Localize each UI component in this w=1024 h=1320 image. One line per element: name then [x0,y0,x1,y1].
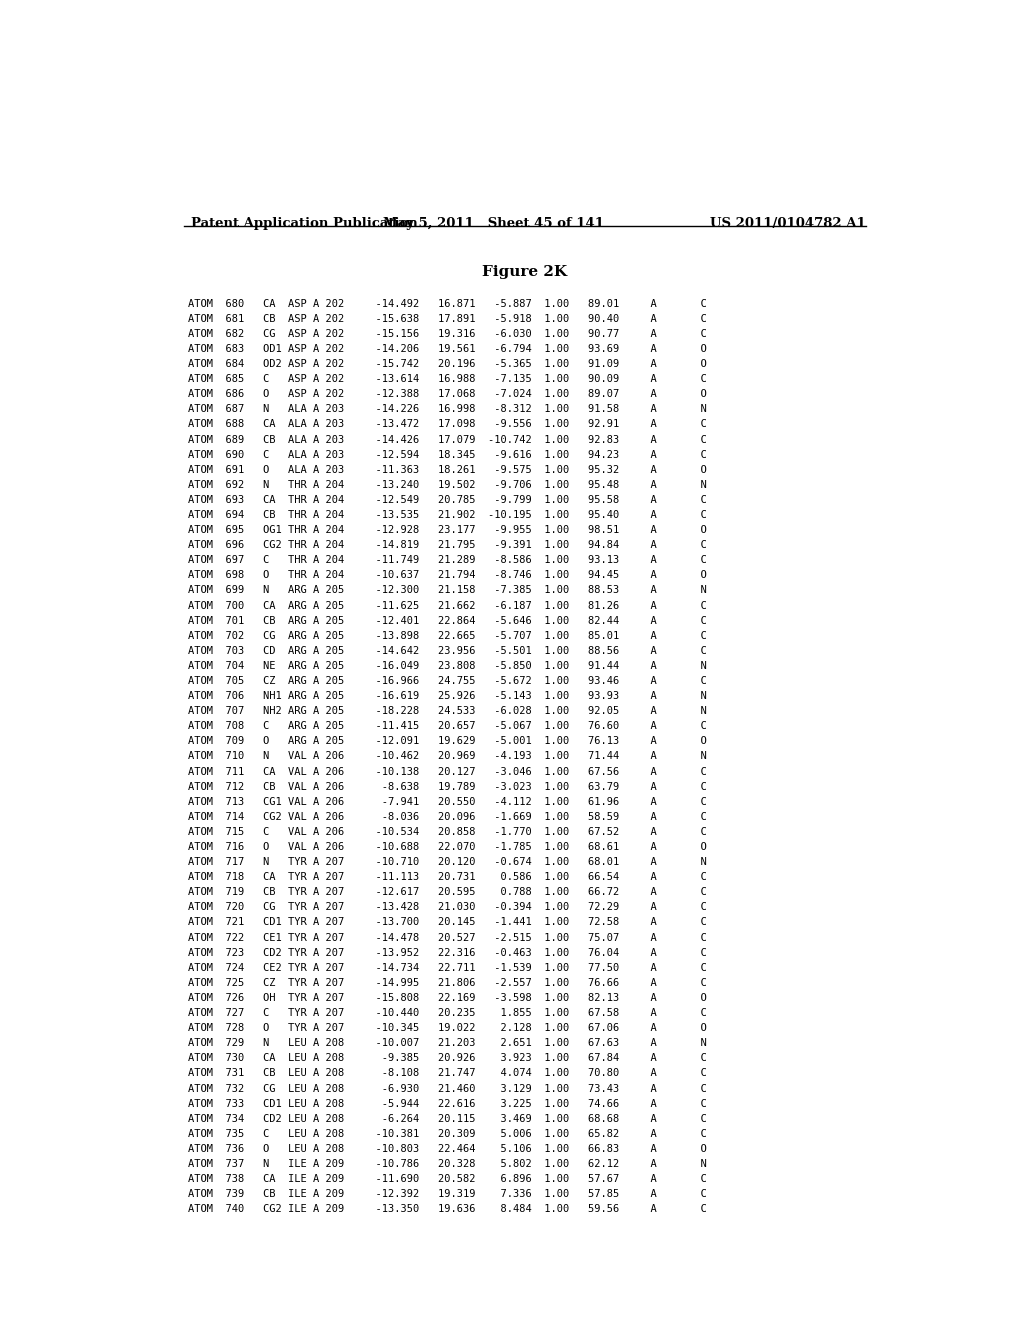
Text: ATOM  681   CB  ASP A 202     -15.638   17.891   -5.918  1.00   90.40     A     : ATOM 681 CB ASP A 202 -15.638 17.891 -5.… [187,314,707,323]
Text: ATOM  718   CA  TYR A 207     -11.113   20.731    0.586  1.00   66.54     A     : ATOM 718 CA TYR A 207 -11.113 20.731 0.5… [187,873,707,882]
Text: ATOM  720   CG  TYR A 207     -13.428   21.030   -0.394  1.00   72.29     A     : ATOM 720 CG TYR A 207 -13.428 21.030 -0.… [187,903,707,912]
Text: ATOM  703   CD  ARG A 205     -14.642   23.956   -5.501  1.00   88.56     A     : ATOM 703 CD ARG A 205 -14.642 23.956 -5.… [187,645,707,656]
Text: ATOM  717   N   TYR A 207     -10.710   20.120   -0.674  1.00   68.01     A     : ATOM 717 N TYR A 207 -10.710 20.120 -0.6… [187,857,707,867]
Text: ATOM  707   NH2 ARG A 205     -18.228   24.533   -6.028  1.00   92.05     A     : ATOM 707 NH2 ARG A 205 -18.228 24.533 -6… [187,706,707,717]
Text: ATOM  734   CD2 LEU A 208      -6.264   20.115    3.469  1.00   68.68     A     : ATOM 734 CD2 LEU A 208 -6.264 20.115 3.4… [187,1114,707,1123]
Text: ATOM  696   CG2 THR A 204     -14.819   21.795   -9.391  1.00   94.84     A     : ATOM 696 CG2 THR A 204 -14.819 21.795 -9… [187,540,707,550]
Text: ATOM  694   CB  THR A 204     -13.535   21.902  -10.195  1.00   95.40     A     : ATOM 694 CB THR A 204 -13.535 21.902 -10… [187,510,707,520]
Text: ATOM  702   CG  ARG A 205     -13.898   22.665   -5.707  1.00   85.01     A     : ATOM 702 CG ARG A 205 -13.898 22.665 -5.… [187,631,707,640]
Text: ATOM  710   N   VAL A 206     -10.462   20.969   -4.193  1.00   71.44     A     : ATOM 710 N VAL A 206 -10.462 20.969 -4.1… [187,751,707,762]
Text: ATOM  714   CG2 VAL A 206      -8.036   20.096   -1.669  1.00   58.59     A     : ATOM 714 CG2 VAL A 206 -8.036 20.096 -1.… [187,812,707,822]
Text: ATOM  727   C   TYR A 207     -10.440   20.235    1.855  1.00   67.58     A     : ATOM 727 C TYR A 207 -10.440 20.235 1.85… [187,1008,707,1018]
Text: ATOM  708   C   ARG A 205     -11.415   20.657   -5.067  1.00   76.60     A     : ATOM 708 C ARG A 205 -11.415 20.657 -5.0… [187,721,707,731]
Text: ATOM  719   CB  TYR A 207     -12.617   20.595    0.788  1.00   66.72     A     : ATOM 719 CB TYR A 207 -12.617 20.595 0.7… [187,887,707,898]
Text: ATOM  732   CG  LEU A 208      -6.930   21.460    3.129  1.00   73.43     A     : ATOM 732 CG LEU A 208 -6.930 21.460 3.12… [187,1084,707,1093]
Text: ATOM  729   N   LEU A 208     -10.007   21.203    2.651  1.00   67.63     A     : ATOM 729 N LEU A 208 -10.007 21.203 2.65… [187,1039,707,1048]
Text: ATOM  699   N   ARG A 205     -12.300   21.158   -7.385  1.00   88.53     A     : ATOM 699 N ARG A 205 -12.300 21.158 -7.3… [187,586,707,595]
Text: ATOM  705   CZ  ARG A 205     -16.966   24.755   -5.672  1.00   93.46     A     : ATOM 705 CZ ARG A 205 -16.966 24.755 -5.… [187,676,707,686]
Text: ATOM  700   CA  ARG A 205     -11.625   21.662   -6.187  1.00   81.26     A     : ATOM 700 CA ARG A 205 -11.625 21.662 -6.… [187,601,707,611]
Text: ATOM  695   OG1 THR A 204     -12.928   23.177   -9.955  1.00   98.51     A     : ATOM 695 OG1 THR A 204 -12.928 23.177 -9… [187,525,707,535]
Text: ATOM  706   NH1 ARG A 205     -16.619   25.926   -5.143  1.00   93.93     A     : ATOM 706 NH1 ARG A 205 -16.619 25.926 -5… [187,692,707,701]
Text: ATOM  688   CA  ALA A 203     -13.472   17.098   -9.556  1.00   92.91     A     : ATOM 688 CA ALA A 203 -13.472 17.098 -9.… [187,420,707,429]
Text: ATOM  731   CB  LEU A 208      -8.108   21.747    4.074  1.00   70.80     A     : ATOM 731 CB LEU A 208 -8.108 21.747 4.07… [187,1068,707,1078]
Text: ATOM  733   CD1 LEU A 208      -5.944   22.616    3.225  1.00   74.66     A     : ATOM 733 CD1 LEU A 208 -5.944 22.616 3.2… [187,1098,707,1109]
Text: ATOM  691   O   ALA A 203     -11.363   18.261   -9.575  1.00   95.32     A     : ATOM 691 O ALA A 203 -11.363 18.261 -9.5… [187,465,707,475]
Text: ATOM  739   CB  ILE A 209     -12.392   19.319    7.336  1.00   57.85     A     : ATOM 739 CB ILE A 209 -12.392 19.319 7.3… [187,1189,707,1199]
Text: ATOM  738   CA  ILE A 209     -11.690   20.582    6.896  1.00   57.67     A     : ATOM 738 CA ILE A 209 -11.690 20.582 6.8… [187,1173,707,1184]
Text: ATOM  689   CB  ALA A 203     -14.426   17.079  -10.742  1.00   92.83     A     : ATOM 689 CB ALA A 203 -14.426 17.079 -10… [187,434,707,445]
Text: ATOM  728   O   TYR A 207     -10.345   19.022    2.128  1.00   67.06     A     : ATOM 728 O TYR A 207 -10.345 19.022 2.12… [187,1023,707,1034]
Text: ATOM  683   OD1 ASP A 202     -14.206   19.561   -6.794  1.00   93.69     A     : ATOM 683 OD1 ASP A 202 -14.206 19.561 -6… [187,345,707,354]
Text: ATOM  701   CB  ARG A 205     -12.401   22.864   -5.646  1.00   82.44     A     : ATOM 701 CB ARG A 205 -12.401 22.864 -5.… [187,615,707,626]
Text: ATOM  735   C   LEU A 208     -10.381   20.309    5.006  1.00   65.82     A     : ATOM 735 C LEU A 208 -10.381 20.309 5.00… [187,1129,707,1139]
Text: ATOM  692   N   THR A 204     -13.240   19.502   -9.706  1.00   95.48     A     : ATOM 692 N THR A 204 -13.240 19.502 -9.7… [187,479,707,490]
Text: ATOM  715   C   VAL A 206     -10.534   20.858   -1.770  1.00   67.52     A     : ATOM 715 C VAL A 206 -10.534 20.858 -1.7… [187,826,707,837]
Text: US 2011/0104782 A1: US 2011/0104782 A1 [711,218,866,231]
Text: ATOM  697   C   THR A 204     -11.749   21.289   -8.586  1.00   93.13     A     : ATOM 697 C THR A 204 -11.749 21.289 -8.5… [187,556,707,565]
Text: ATOM  686   O   ASP A 202     -12.388   17.068   -7.024  1.00   89.07     A     : ATOM 686 O ASP A 202 -12.388 17.068 -7.0… [187,389,707,399]
Text: ATOM  726   OH  TYR A 207     -15.808   22.169   -3.598  1.00   82.13     A     : ATOM 726 OH TYR A 207 -15.808 22.169 -3.… [187,993,707,1003]
Text: ATOM  693   CA  THR A 204     -12.549   20.785   -9.799  1.00   95.58     A     : ATOM 693 CA THR A 204 -12.549 20.785 -9.… [187,495,707,504]
Text: ATOM  737   N   ILE A 209     -10.786   20.328    5.802  1.00   62.12     A     : ATOM 737 N ILE A 209 -10.786 20.328 5.80… [187,1159,707,1170]
Text: Figure 2K: Figure 2K [482,265,567,279]
Text: ATOM  684   OD2 ASP A 202     -15.742   20.196   -5.365  1.00   91.09     A     : ATOM 684 OD2 ASP A 202 -15.742 20.196 -5… [187,359,707,370]
Text: ATOM  712   CB  VAL A 206      -8.638   19.789   -3.023  1.00   63.79     A     : ATOM 712 CB VAL A 206 -8.638 19.789 -3.0… [187,781,707,792]
Text: ATOM  722   CE1 TYR A 207     -14.478   20.527   -2.515  1.00   75.07     A     : ATOM 722 CE1 TYR A 207 -14.478 20.527 -2… [187,933,707,942]
Text: May 5, 2011   Sheet 45 of 141: May 5, 2011 Sheet 45 of 141 [383,218,603,231]
Text: ATOM  704   NE  ARG A 205     -16.049   23.808   -5.850  1.00   91.44     A     : ATOM 704 NE ARG A 205 -16.049 23.808 -5.… [187,661,707,671]
Text: ATOM  723   CD2 TYR A 207     -13.952   22.316   -0.463  1.00   76.04     A     : ATOM 723 CD2 TYR A 207 -13.952 22.316 -0… [187,948,707,958]
Text: ATOM  698   O   THR A 204     -10.637   21.794   -8.746  1.00   94.45     A     : ATOM 698 O THR A 204 -10.637 21.794 -8.7… [187,570,707,581]
Text: ATOM  713   CG1 VAL A 206      -7.941   20.550   -4.112  1.00   61.96     A     : ATOM 713 CG1 VAL A 206 -7.941 20.550 -4.… [187,797,707,807]
Text: Patent Application Publication: Patent Application Publication [191,218,418,231]
Text: ATOM  730   CA  LEU A 208      -9.385   20.926    3.923  1.00   67.84     A     : ATOM 730 CA LEU A 208 -9.385 20.926 3.92… [187,1053,707,1064]
Text: ATOM  690   C   ALA A 203     -12.594   18.345   -9.616  1.00   94.23     A     : ATOM 690 C ALA A 203 -12.594 18.345 -9.6… [187,450,707,459]
Text: ATOM  680   CA  ASP A 202     -14.492   16.871   -5.887  1.00   89.01     A     : ATOM 680 CA ASP A 202 -14.492 16.871 -5.… [187,298,707,309]
Text: ATOM  725   CZ  TYR A 207     -14.995   21.806   -2.557  1.00   76.66     A     : ATOM 725 CZ TYR A 207 -14.995 21.806 -2.… [187,978,707,987]
Text: ATOM  721   CD1 TYR A 207     -13.700   20.145   -1.441  1.00   72.58     A     : ATOM 721 CD1 TYR A 207 -13.700 20.145 -1… [187,917,707,928]
Text: ATOM  709   O   ARG A 205     -12.091   19.629   -5.001  1.00   76.13     A     : ATOM 709 O ARG A 205 -12.091 19.629 -5.0… [187,737,707,746]
Text: ATOM  740   CG2 ILE A 209     -13.350   19.636    8.484  1.00   59.56     A     : ATOM 740 CG2 ILE A 209 -13.350 19.636 8.… [187,1204,707,1214]
Text: ATOM  716   O   VAL A 206     -10.688   22.070   -1.785  1.00   68.61     A     : ATOM 716 O VAL A 206 -10.688 22.070 -1.7… [187,842,707,851]
Text: ATOM  736   O   LEU A 208     -10.803   22.464    5.106  1.00   66.83     A     : ATOM 736 O LEU A 208 -10.803 22.464 5.10… [187,1144,707,1154]
Text: ATOM  682   CG  ASP A 202     -15.156   19.316   -6.030  1.00   90.77     A     : ATOM 682 CG ASP A 202 -15.156 19.316 -6.… [187,329,707,339]
Text: ATOM  687   N   ALA A 203     -14.226   16.998   -8.312  1.00   91.58     A     : ATOM 687 N ALA A 203 -14.226 16.998 -8.3… [187,404,707,414]
Text: ATOM  685   C   ASP A 202     -13.614   16.988   -7.135  1.00   90.09     A     : ATOM 685 C ASP A 202 -13.614 16.988 -7.1… [187,374,707,384]
Text: ATOM  711   CA  VAL A 206     -10.138   20.127   -3.046  1.00   67.56     A     : ATOM 711 CA VAL A 206 -10.138 20.127 -3.… [187,767,707,776]
Text: ATOM  724   CE2 TYR A 207     -14.734   22.711   -1.539  1.00   77.50     A     : ATOM 724 CE2 TYR A 207 -14.734 22.711 -1… [187,962,707,973]
